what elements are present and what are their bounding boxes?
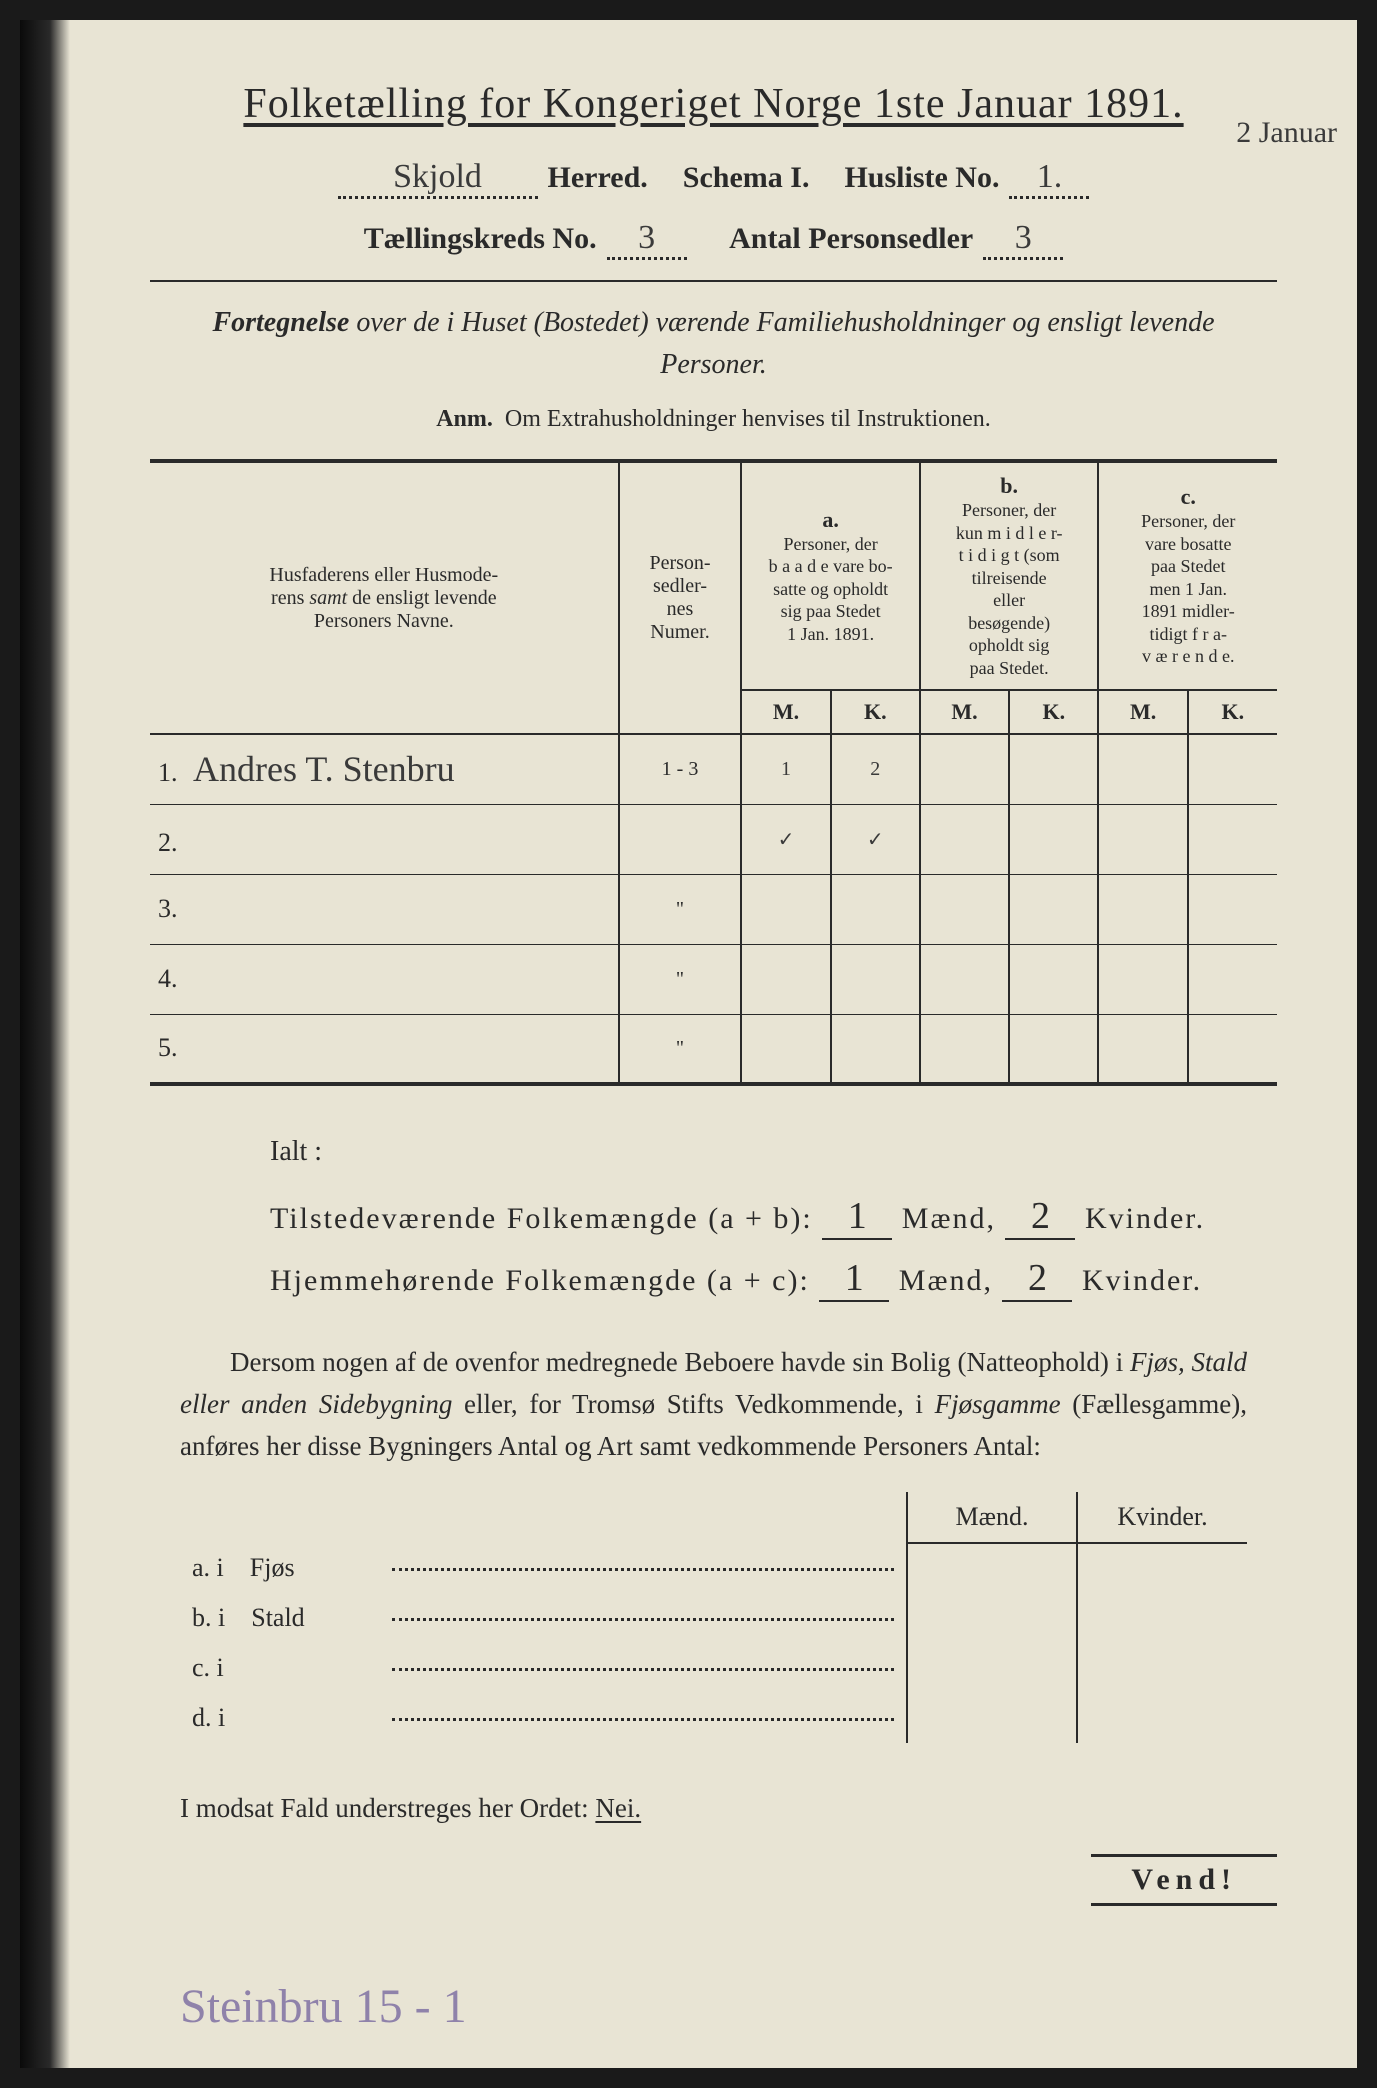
margin-date-note: 2 Januar [1236, 116, 1337, 150]
summary-line-2: Hjemmehørende Folkemængde (a + c): 1 Mæn… [270, 1256, 1277, 1302]
schema-label: Schema I. [683, 161, 810, 195]
table-row: 5. " [150, 1014, 1277, 1084]
col-name-header: Husfaderens eller Husmode-rens samt de e… [150, 461, 619, 734]
cell-bM [920, 734, 1009, 804]
table-row: 2. ✓ ✓ [150, 804, 1277, 874]
line1-maend: 1 [822, 1194, 892, 1240]
page-title: Folketælling for Kongeriget Norge 1ste J… [150, 80, 1277, 128]
a-m: M. [741, 690, 830, 734]
ialt-label: Ialt : [270, 1136, 1277, 1168]
outbuilding-paragraph: Dersom nogen af de ovenfor medregnede Be… [180, 1342, 1247, 1468]
header-row-2: Tællingskreds No. 3 Antal Personsedler 3 [150, 219, 1277, 260]
census-form-page: Folketælling for Kongeriget Norge 1ste J… [20, 20, 1357, 2068]
household-table: Husfaderens eller Husmode-rens samt de e… [150, 459, 1277, 1086]
bt-row: b. i Stald [180, 1593, 1247, 1643]
husliste-label: Husliste No. [844, 161, 999, 195]
bt-row: d. i [180, 1693, 1247, 1743]
summary-block: Ialt : Tilstedeværende Folkemængde (a + … [270, 1136, 1277, 1302]
table-row: 4. " [150, 944, 1277, 1014]
husliste-value: 1. [1009, 158, 1089, 199]
header-row-1: Skjold Herred. Schema I. Husliste No. 1. [150, 158, 1277, 199]
table-body: 1. Andres T. Stenbru 1 - 3 1 2 2. ✓ ✓ [150, 734, 1277, 1084]
cell-aK: 2 [831, 734, 920, 804]
footer-text: I modsat Fald understreges her Ordet: Ne… [180, 1793, 1247, 1824]
c-m: M. [1098, 690, 1187, 734]
col-num-header: Person-sedler-nesNumer. [619, 461, 742, 734]
c-k: K. [1188, 690, 1277, 734]
line2-maend: 1 [819, 1256, 889, 1302]
anm-note: Anm. Om Extrahusholdninger henvises til … [150, 406, 1277, 433]
b-m: M. [920, 690, 1009, 734]
footer-bar: Vend! [150, 1854, 1277, 1906]
a-k: K. [831, 690, 920, 734]
bt-row: c. i [180, 1643, 1247, 1693]
bottom-handwriting: Steinbru 15 - 1 [180, 1979, 467, 2034]
bt-kvinder-header: Kvinder. [1077, 1492, 1247, 1543]
table-row: 1. Andres T. Stenbru 1 - 3 1 2 [150, 734, 1277, 804]
herred-value: Skjold [338, 158, 538, 199]
cell-aM: 1 [741, 734, 830, 804]
cell-cK [1188, 734, 1277, 804]
divider [150, 280, 1277, 282]
num-cell: 1 - 3 [619, 734, 742, 804]
bt-row: a. i Fjøs [180, 1543, 1247, 1593]
vend-label: Vend! [1091, 1854, 1277, 1906]
antal-value: 3 [983, 219, 1063, 260]
summary-line-1: Tilstedeværende Folkemængde (a + b): 1 M… [270, 1194, 1277, 1240]
antal-label: Antal Personsedler [729, 222, 973, 256]
nei-word: Nei. [595, 1793, 641, 1823]
line1-kvinder: 2 [1005, 1194, 1075, 1240]
b-k: K. [1009, 690, 1098, 734]
col-c-header: c. Personer, dervare bosattepaa Stedetme… [1098, 461, 1277, 690]
table-row: 3. " [150, 874, 1277, 944]
kreds-value: 3 [607, 219, 687, 260]
outbuilding-table: Mænd. Kvinder. a. i Fjøs b. i Stald [180, 1492, 1247, 1743]
col-a-header: a. Personer, derb a a d e vare bo-satte … [741, 461, 920, 690]
cell-bK [1009, 734, 1098, 804]
line2-kvinder: 2 [1002, 1256, 1072, 1302]
kreds-label: Tællingskreds No. [364, 222, 597, 256]
col-b-header: b. Personer, derkun m i d l e r-t i d i … [920, 461, 1099, 690]
bt-maend-header: Mænd. [907, 1492, 1077, 1543]
subtitle: Fortegnelse over de i Huset (Bostedet) v… [210, 302, 1217, 386]
name-cell: Andres T. Stenbru [193, 749, 455, 789]
cell-cM [1098, 734, 1187, 804]
herred-label: Herred. [548, 161, 648, 195]
